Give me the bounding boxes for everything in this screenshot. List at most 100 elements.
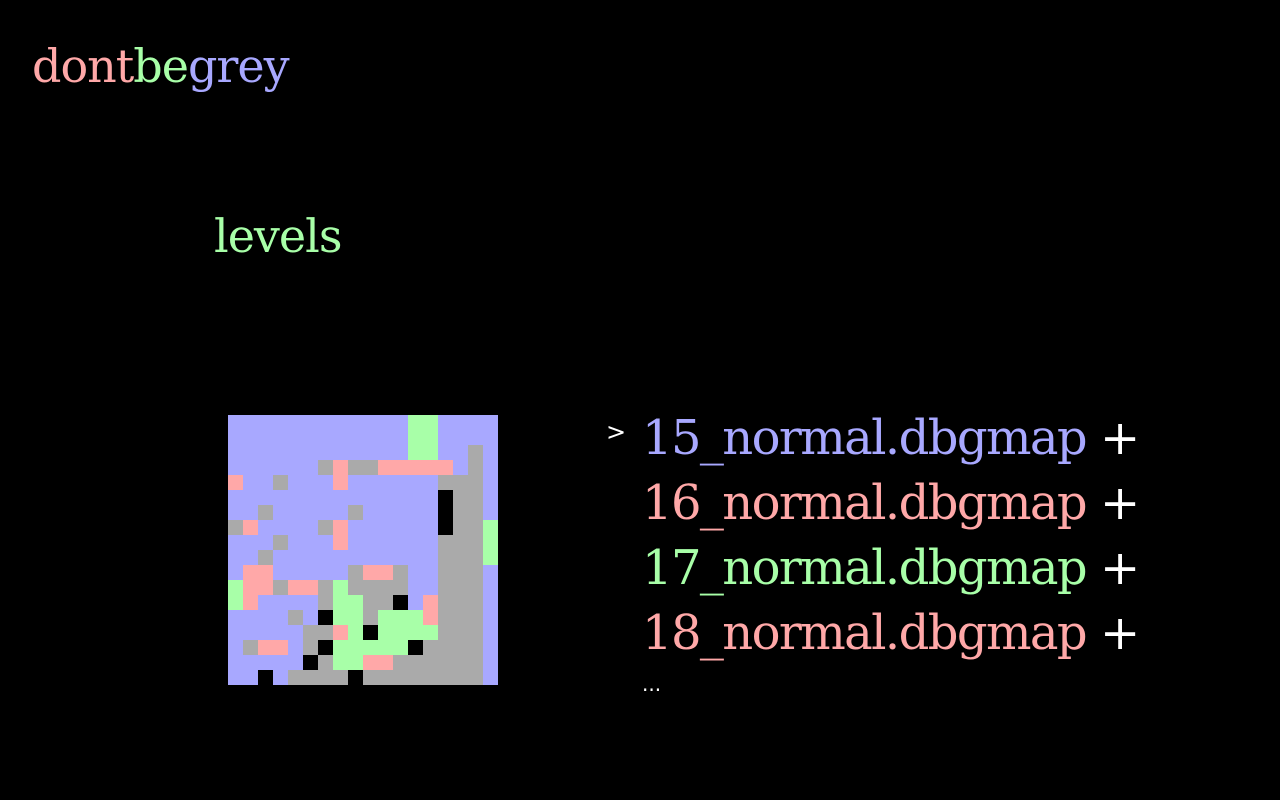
- map-tile-red: [393, 460, 408, 475]
- map-tile-black: [258, 670, 273, 685]
- map-tile-blue: [423, 580, 438, 595]
- map-tile-red: [363, 655, 378, 670]
- map-tile-blue: [288, 535, 303, 550]
- level-item[interactable]: 18_normal.dbgmap +: [642, 603, 1140, 668]
- map-tile-blue: [378, 475, 393, 490]
- level-suffix: +: [1100, 475, 1140, 531]
- map-tile-grey: [438, 595, 453, 610]
- map-tile-blue: [318, 505, 333, 520]
- map-tile-grey: [318, 655, 333, 670]
- map-tile-grey: [468, 490, 483, 505]
- map-tile-blue: [303, 565, 318, 580]
- map-tile-grey: [273, 475, 288, 490]
- map-tile-red: [258, 565, 273, 580]
- map-tile-blue: [483, 625, 498, 640]
- map-tile-green: [483, 520, 498, 535]
- map-tile-grey: [438, 565, 453, 580]
- map-tile-blue: [228, 460, 243, 475]
- map-tile-grey: [273, 535, 288, 550]
- map-tile-blue: [273, 415, 288, 430]
- map-tile-blue: [258, 655, 273, 670]
- level-item[interactable]: 16_normal.dbgmap +: [642, 473, 1140, 538]
- map-tile-green: [378, 625, 393, 640]
- map-tile-blue: [393, 535, 408, 550]
- map-tile-blue: [483, 670, 498, 685]
- map-tile-green: [378, 640, 393, 655]
- map-tile-blue: [363, 535, 378, 550]
- map-tile-green: [348, 595, 363, 610]
- map-tile-blue: [288, 430, 303, 445]
- map-tile-blue: [273, 595, 288, 610]
- map-tile-blue: [288, 490, 303, 505]
- map-tile-red: [333, 535, 348, 550]
- map-tile-black: [408, 640, 423, 655]
- map-tile-blue: [228, 610, 243, 625]
- map-tile-grey: [273, 580, 288, 595]
- map-tile-grey: [288, 610, 303, 625]
- map-tile-blue: [288, 475, 303, 490]
- map-tile-blue: [243, 655, 258, 670]
- map-tile-blue: [228, 490, 243, 505]
- map-tile-blue: [288, 625, 303, 640]
- map-tile-blue: [333, 505, 348, 520]
- map-tile-blue: [408, 535, 423, 550]
- map-tile-grey: [423, 640, 438, 655]
- map-tile-grey: [453, 610, 468, 625]
- map-tile-grey: [468, 535, 483, 550]
- map-tile-green: [423, 625, 438, 640]
- map-tile-blue: [258, 625, 273, 640]
- map-tile-blue: [288, 520, 303, 535]
- map-tile-black: [438, 490, 453, 505]
- map-tile-blue: [228, 535, 243, 550]
- map-tile-grey: [468, 565, 483, 580]
- map-tile-grey: [423, 670, 438, 685]
- map-tile-blue: [318, 415, 333, 430]
- map-tile-blue: [228, 565, 243, 580]
- map-tile-blue: [228, 415, 243, 430]
- map-tile-grey: [468, 475, 483, 490]
- map-tile-grey: [318, 460, 333, 475]
- map-tile-blue: [273, 505, 288, 520]
- map-tile-grey: [423, 655, 438, 670]
- game-title: dontbegrey: [32, 36, 290, 96]
- map-tile-blue: [288, 655, 303, 670]
- level-suffix: +: [1100, 410, 1140, 466]
- map-tile-blue: [453, 415, 468, 430]
- map-tile-blue: [273, 670, 288, 685]
- map-tile-grey: [363, 595, 378, 610]
- map-tile-blue: [348, 520, 363, 535]
- level-item[interactable]: 17_normal.dbgmap +: [642, 538, 1140, 603]
- level-item[interactable]: > 15_normal.dbgmap +: [606, 408, 1140, 473]
- map-tile-blue: [483, 655, 498, 670]
- map-tile-grey: [453, 490, 468, 505]
- map-tile-blue: [378, 415, 393, 430]
- map-tile-grey: [408, 655, 423, 670]
- map-tile-blue: [318, 565, 333, 580]
- levels-heading: levels: [214, 209, 342, 263]
- map-tile-red: [423, 610, 438, 625]
- map-tile-grey: [318, 670, 333, 685]
- map-tile-blue: [378, 430, 393, 445]
- map-tile-grey: [363, 610, 378, 625]
- map-tile-grey: [258, 505, 273, 520]
- map-tile-blue: [318, 550, 333, 565]
- map-tile-grey: [468, 655, 483, 670]
- title-part-dont: dont: [32, 39, 134, 93]
- map-tile-green: [333, 595, 348, 610]
- map-tile-blue: [273, 445, 288, 460]
- map-tile-blue: [228, 670, 243, 685]
- map-tile-blue: [288, 460, 303, 475]
- map-tile-blue: [423, 490, 438, 505]
- map-tile-blue: [363, 505, 378, 520]
- map-tile-grey: [258, 550, 273, 565]
- map-tile-blue: [393, 520, 408, 535]
- map-tile-green: [348, 625, 363, 640]
- map-tile-blue: [363, 490, 378, 505]
- map-tile-grey: [468, 460, 483, 475]
- map-tile-blue: [303, 550, 318, 565]
- level-name: 18_normal.dbgmap: [642, 605, 1088, 661]
- map-tile-blue: [348, 415, 363, 430]
- map-tile-blue: [423, 505, 438, 520]
- map-tile-blue: [408, 565, 423, 580]
- map-tile-grey: [453, 595, 468, 610]
